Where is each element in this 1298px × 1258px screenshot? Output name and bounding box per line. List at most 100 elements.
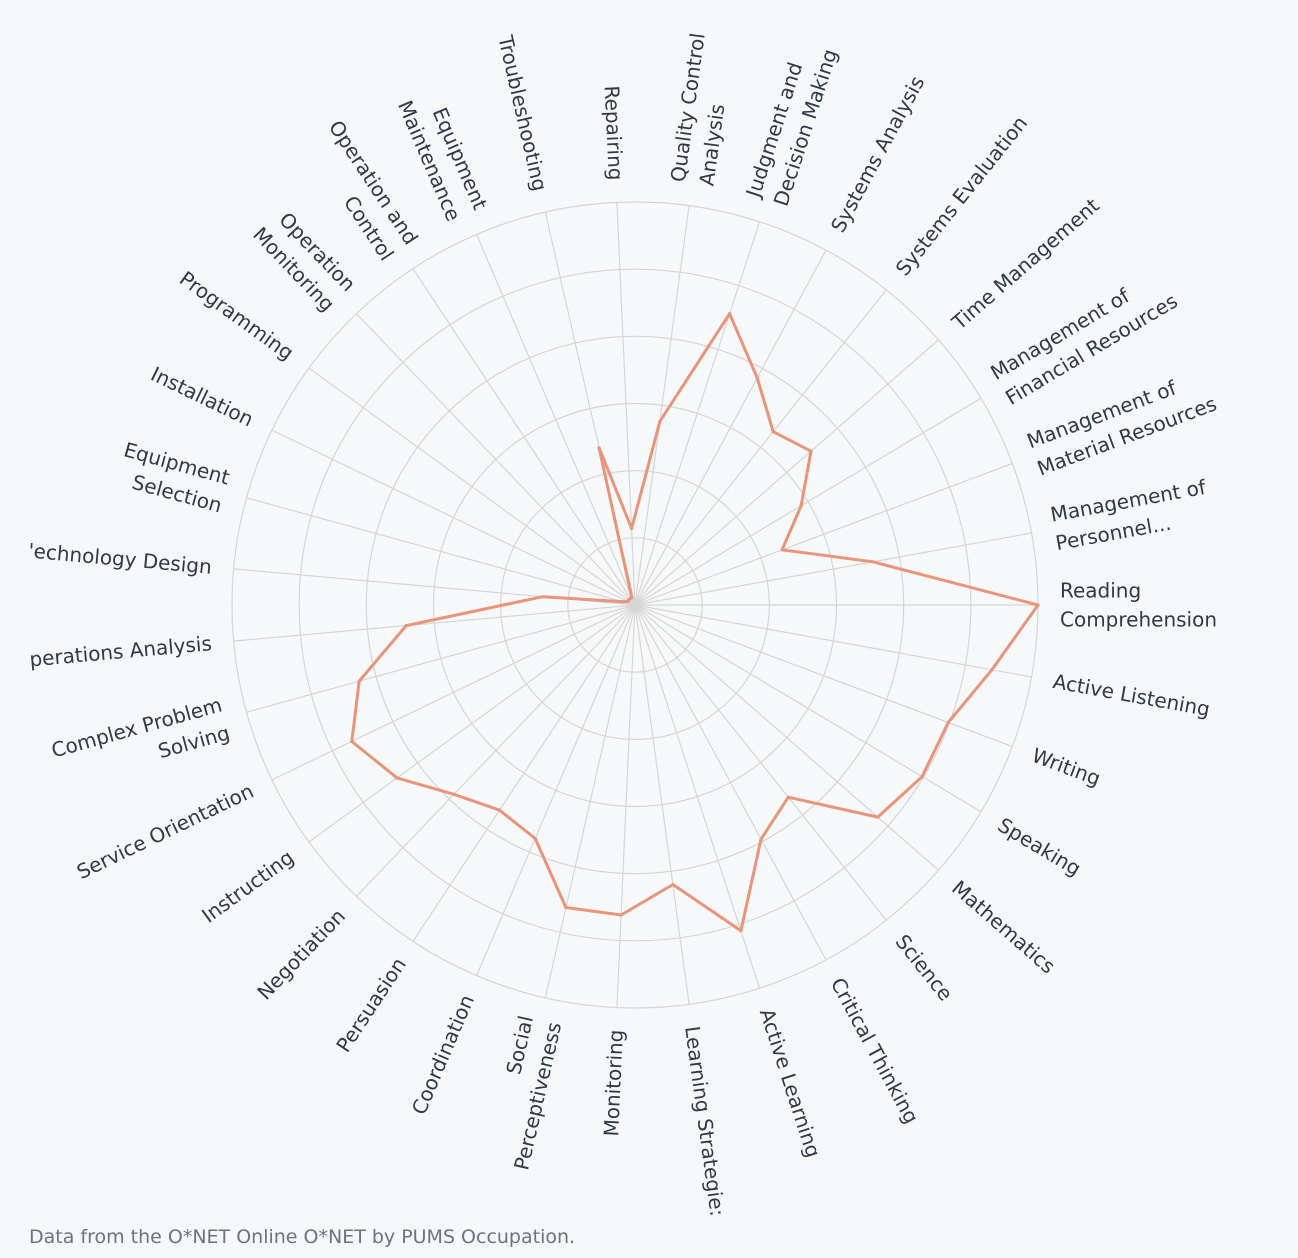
axis-label-line: 'echnology Design (27, 538, 213, 578)
axis-label: Systems Analysis (826, 72, 929, 236)
axis-label-line: Comprehension (1060, 608, 1217, 632)
axis-label: Critical Thinking (826, 974, 924, 1128)
data-point (799, 504, 803, 508)
data-point (533, 836, 537, 841)
data-point (780, 548, 784, 552)
axis-label: Installation (147, 362, 257, 432)
axis-label: Instructing (197, 845, 298, 928)
grid-spoke (634, 397, 982, 606)
axis-label: Mathematics (947, 876, 1060, 979)
data-point (759, 837, 763, 841)
grid-spoke (634, 289, 887, 606)
grid-spoke (356, 604, 636, 897)
data-point (541, 595, 545, 599)
axis-label: Systems Evaluation (891, 111, 1033, 280)
data-point (564, 905, 568, 910)
grid-spoke (634, 604, 690, 1005)
grid-spoke (634, 339, 939, 606)
axis-label-line: Writing (1029, 743, 1104, 791)
axis-label-line: Analysis (694, 102, 729, 187)
axis-label: Service Orientation (73, 779, 257, 884)
axis-label: Troubleshooting (493, 32, 552, 193)
series-line (350, 312, 1040, 933)
axis-label-line: Speaking (994, 813, 1086, 881)
data-point (404, 624, 408, 628)
data-point (357, 679, 361, 683)
data-point (990, 668, 994, 672)
axis-label: Quality ControlAnalysis (666, 31, 739, 187)
data-point (630, 596, 634, 600)
axis-label: Programming (175, 266, 298, 365)
grid-spoke (634, 249, 827, 606)
grid-spoke (271, 604, 636, 781)
axis-label: Management ofPersonnel... (1048, 475, 1213, 555)
axis-label-line: Coordination (407, 991, 479, 1118)
axis-label: Speaking (994, 813, 1086, 881)
source-footnote: Data from the O*NET Online O*NET by PUMS… (29, 1226, 576, 1248)
grid-spoke (634, 604, 827, 961)
data-point (498, 808, 502, 812)
axis-label: 'echnology Design (27, 538, 213, 578)
data-point (452, 792, 456, 796)
axis-label-line: Negotiation (252, 904, 350, 1005)
grid-spoke (476, 604, 636, 976)
grid-spoke (544, 604, 636, 999)
axis-label: Writing (1029, 743, 1104, 791)
grid-spoke (634, 604, 887, 921)
axis-label: Learning Strategie: (680, 1025, 729, 1218)
axis-label: Repairing (600, 85, 628, 181)
grid-spoke (246, 497, 636, 606)
grid-spoke (476, 234, 636, 606)
axis-label-line: Reading (1060, 579, 1141, 603)
grid-spoke (356, 313, 636, 606)
axis-label-line: Mathematics (947, 876, 1060, 979)
axis-label: Monitoring (599, 1029, 628, 1137)
axis-label-line: Learning Strategie: (680, 1025, 729, 1218)
axis-label-line: Service Orientation (73, 779, 257, 884)
axis-label: Negotiation (252, 904, 350, 1005)
axis-label: Active Learning (755, 1005, 826, 1160)
axis-label: Active Listening (1051, 669, 1212, 721)
data-point (1036, 603, 1040, 607)
axis-label-line: Programming (175, 266, 298, 365)
data-point (739, 929, 743, 933)
axis-label-line: perations Analysis (28, 631, 212, 671)
grid-spoke (634, 604, 761, 989)
axis-label: perations Analysis (28, 631, 212, 671)
axis-label-line: Repairing (600, 85, 628, 181)
grid-spoke (308, 367, 636, 606)
grid-spoke (271, 429, 636, 606)
series-layer (350, 312, 1040, 933)
grid-spoke (308, 604, 636, 843)
grid-spoke (634, 604, 939, 871)
grid-spoke (616, 202, 636, 606)
axis-label: Complex ProblemSolving (49, 693, 233, 791)
axis-labels: Reading Comprehension Active Listening Writ… (27, 31, 1220, 1217)
axis-label: Science (891, 930, 958, 1006)
grid-spoke (634, 221, 761, 606)
data-point (395, 776, 399, 780)
data-point (755, 376, 759, 380)
data-point (619, 913, 623, 917)
data-point (809, 449, 813, 453)
data-point (630, 526, 634, 531)
data-point (771, 430, 775, 434)
grid-spoke (634, 532, 1032, 606)
data-point (621, 600, 625, 604)
grid-spoke (412, 604, 636, 942)
axis-label: EquipmentMaintenance (393, 85, 492, 224)
data-point (728, 312, 732, 316)
grid-spoke (634, 205, 690, 606)
data-point (671, 882, 675, 887)
axis-label-line: Troubleshooting (493, 32, 552, 193)
axis-label-line: Instructing (197, 845, 298, 928)
axis-label-line: Systems Evaluation (891, 111, 1033, 280)
axis-label-line: Systems Analysis (826, 72, 929, 236)
grid-spoke (233, 604, 636, 642)
data-point (350, 739, 354, 744)
axis-label: Judgment andDecision Making (740, 37, 842, 211)
data-point (597, 446, 601, 450)
data-point (920, 775, 924, 779)
axis-label: Persuasion (331, 953, 411, 1056)
